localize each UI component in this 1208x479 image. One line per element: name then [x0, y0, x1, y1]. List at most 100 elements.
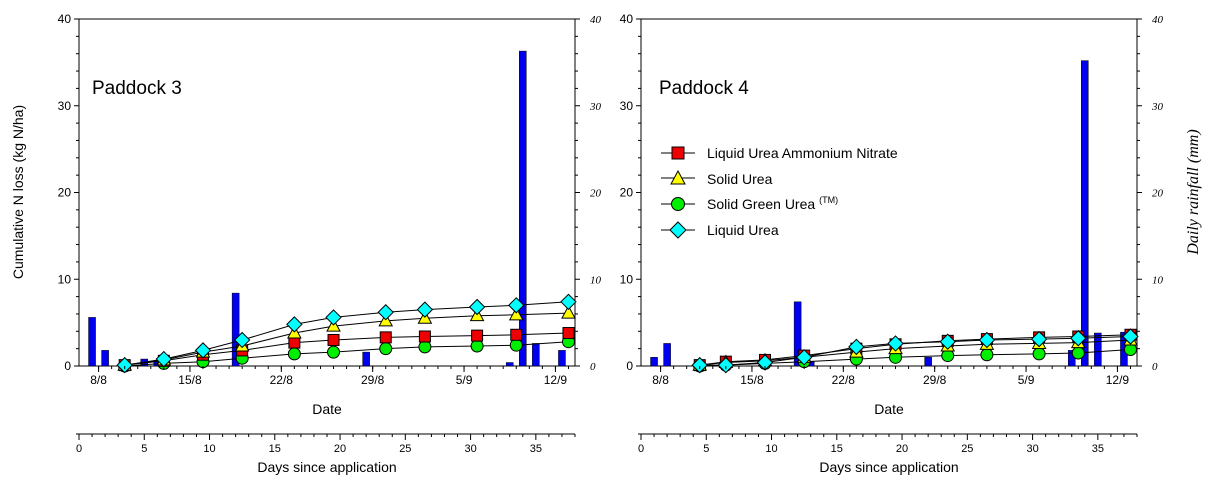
legend-marker-liquid-urea — [669, 221, 687, 239]
panel-title: Paddock 4 — [659, 78, 749, 99]
rainfall-bar — [88, 317, 96, 367]
marker-uan — [471, 329, 484, 342]
days-tick-label: 15 — [269, 443, 281, 455]
days-tick-label: 0 — [76, 443, 82, 455]
days-tick-label: 20 — [896, 443, 908, 455]
y-tick-label: 30 — [620, 99, 634, 113]
legend-marker-solid-urea — [670, 169, 686, 185]
rainfall-bars — [650, 60, 1128, 367]
date-tick-label: 29/8 — [361, 373, 385, 387]
marker-liquid-urea — [939, 333, 956, 350]
y-tick-label: 30 — [58, 99, 72, 113]
marker-liquid-urea — [194, 342, 212, 359]
marker-uan — [327, 333, 340, 346]
rainfall-bar — [924, 357, 932, 367]
days-tick-label: 30 — [1026, 443, 1038, 455]
rainfall-bar — [1081, 60, 1089, 367]
rainfall-bar — [519, 50, 527, 367]
marker-green-urea — [980, 348, 994, 362]
rainfall-bar — [362, 351, 370, 367]
marker-green-urea — [379, 342, 393, 356]
marker-liquid-urea — [233, 331, 251, 349]
y-tick-label: 10 — [620, 272, 634, 286]
marker-liquid-urea — [691, 356, 708, 374]
y-tick-label: 10 — [58, 272, 72, 286]
legend-label-green-urea-text: Solid Green Urea — [707, 196, 815, 212]
date-tick-label: 12/9 — [1106, 373, 1130, 387]
rainfall-bar — [101, 350, 109, 367]
legend-label-green-urea: Solid Green Urea (TM) — [707, 195, 838, 212]
x-axis-label-date: Date — [874, 401, 904, 417]
plot-frame — [78, 18, 576, 367]
panel-paddock-4: 0 0 10 10 20 20 30 30 40 40 8/8 15/8 22/8 29/8 5/9 12/9… — [620, 12, 1202, 475]
marker-uan — [379, 331, 392, 344]
panel-title: Paddock 3 — [92, 78, 182, 99]
x-axis-label-date: Date — [312, 401, 342, 417]
y-tick-label: 20 — [58, 186, 72, 200]
axis-ticks: 0 0 10 10 20 20 30 30 40 40 8/8 15/8 22/8 29/8 5/9 12/9… — [620, 12, 1164, 455]
y2-tick-label: 40 — [590, 14, 602, 26]
x-axis-label-days: Days since application — [819, 459, 958, 475]
marker-liquid-urea — [377, 304, 394, 321]
marker-liquid-urea — [508, 297, 525, 314]
marker-uan — [562, 327, 575, 340]
days-tick-label: 25 — [961, 443, 973, 455]
days-tick-label: 35 — [1092, 443, 1104, 455]
days-tick-label: 0 — [638, 443, 644, 455]
y2-tick-label: 40 — [1152, 14, 1164, 26]
days-tick-label: 5 — [141, 443, 147, 455]
days-tick-label: 15 — [831, 443, 843, 455]
marker-liquid-urea — [1030, 330, 1048, 348]
rainfall-bar — [1094, 332, 1102, 367]
days-tick-label: 35 — [530, 443, 542, 455]
y2-tick-label: 10 — [590, 274, 602, 286]
y-tick-label: 40 — [620, 12, 634, 26]
marker-liquid-urea — [1122, 328, 1139, 345]
series-line — [124, 301, 569, 366]
marker-liquid-urea — [560, 293, 577, 311]
y2-tick-label: 20 — [590, 188, 602, 200]
rainfall-bar — [558, 350, 566, 367]
marker-liquid-urea — [795, 349, 813, 366]
marker-liquid-urea — [1070, 330, 1087, 347]
date-tick-label: 5/9 — [1018, 373, 1035, 387]
y-tick-label: 0 — [626, 359, 633, 373]
marker-liquid-urea — [887, 335, 904, 352]
date-tick-label: 8/8 — [652, 373, 669, 387]
marker-green-urea — [1071, 346, 1085, 360]
axis-ticks: 0 0 10 10 20 20 30 30 40 40 8/8 15/8 22/8 29/8 5/9 12/9… — [58, 12, 602, 455]
y2-tick-label: 0 — [590, 361, 596, 373]
y2-tick-label: 30 — [589, 101, 602, 113]
legend-marker-uan — [671, 146, 685, 160]
marker-uan — [510, 328, 523, 341]
series-lines — [116, 293, 577, 374]
days-tick-label: 25 — [399, 443, 411, 455]
days-tick-label: 5 — [703, 443, 709, 455]
rainfall-bar — [793, 301, 802, 367]
days-tick-label: 30 — [464, 443, 476, 455]
marker-liquid-urea — [978, 331, 996, 349]
legend-label-green-urea-sup: (TM) — [819, 195, 838, 205]
marker-liquid-urea — [116, 356, 133, 374]
marker-uan — [418, 330, 431, 343]
marker-liquid-urea — [325, 309, 342, 326]
x-axis-label-days: Days since application — [257, 459, 396, 475]
date-tick-label: 22/8 — [270, 373, 294, 387]
marker-uan — [288, 336, 301, 349]
y-tick-label: 20 — [620, 186, 634, 200]
marker-green-urea — [1032, 347, 1046, 361]
series-line — [124, 341, 569, 367]
date-tick-label: 29/8 — [923, 373, 947, 387]
y2-tick-label: 30 — [1151, 101, 1164, 113]
marker-liquid-urea — [286, 316, 303, 333]
legend-label-liquid-urea: Liquid Urea — [707, 222, 779, 238]
legend-marker-green-urea — [671, 197, 685, 211]
legend-label-solid-urea: Solid Urea — [707, 171, 773, 187]
days-tick-label: 10 — [765, 443, 777, 455]
marker-liquid-urea — [468, 298, 486, 316]
marker-green-urea — [418, 340, 432, 354]
panel-paddock-3: 0 0 10 10 20 20 30 30 40 40 8/8 15/8 22/8 29/8 5/9 12/9… — [10, 12, 602, 475]
y-tick-label: 40 — [58, 12, 72, 26]
date-tick-label: 8/8 — [90, 373, 107, 387]
marker-solid-urea — [561, 305, 576, 319]
